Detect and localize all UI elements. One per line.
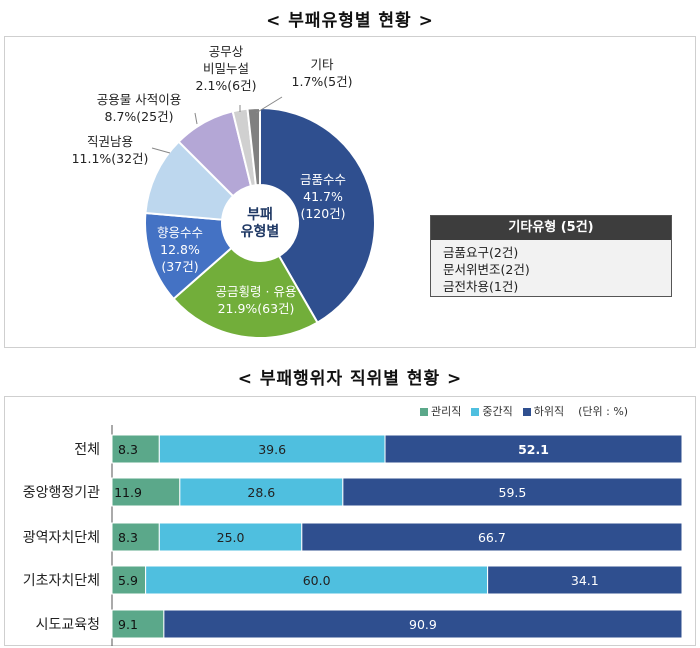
pie-slice bbox=[246, 106, 261, 187]
pie-outside-label: 공용물 사적이용 8.7%(25건) bbox=[97, 92, 181, 124]
etc-item: 금전차용(1건) bbox=[443, 279, 519, 294]
pie-slice bbox=[259, 106, 376, 324]
bar-segment bbox=[163, 609, 683, 639]
category-label: 광역자치단체 bbox=[23, 530, 100, 546]
pie-center-label: 부패 유형별 bbox=[241, 207, 280, 240]
bar-segment bbox=[487, 565, 683, 595]
bar-value-label: 25.0 bbox=[217, 530, 245, 545]
etc-item: 문서위변조(2건) bbox=[443, 262, 530, 277]
bar-value-label: 90.9 bbox=[409, 617, 437, 632]
bar-value-label: 52.1 bbox=[518, 442, 549, 457]
bar-value-label: 60.0 bbox=[303, 573, 331, 588]
bar-segment bbox=[384, 434, 683, 464]
bar-segment bbox=[111, 522, 160, 552]
legend-item-하위직: 하위직 bbox=[522, 403, 564, 419]
pie-slice bbox=[172, 246, 319, 339]
bar-value-label: 34.1 bbox=[571, 573, 599, 588]
pie-section-title: < 부패유형별 현황 > bbox=[266, 11, 434, 31]
bar-legend: 관리직 중간직 하위직 (단위 : %) bbox=[420, 403, 628, 419]
leader-line bbox=[255, 96, 283, 114]
category-label: 전체 bbox=[74, 442, 100, 458]
pie-chart: 부패 유형별 금품수수 41.7% (120건) 향응수수 12.8% (37건) 공금횡령 ·… bbox=[72, 44, 376, 339]
pie-outside-label: 기타 1.7%(5건) bbox=[292, 57, 353, 89]
leader-line bbox=[151, 147, 171, 154]
pie-inside-label: 금품수수 41.7% (120건) bbox=[300, 172, 346, 221]
bar-segment bbox=[342, 477, 683, 507]
category-label: 시도교육청 bbox=[36, 617, 100, 633]
pie-outside-label: 직권남용 11.1%(32건) bbox=[72, 134, 149, 166]
bar-section-title: < 부패행위자 직위별 현황 > bbox=[237, 369, 463, 389]
etc-types-title: 기타유형 (5건) bbox=[431, 216, 671, 240]
pie-inside-label: 공금횡령 · 유용 21.9%(63건) bbox=[216, 284, 297, 316]
category-label: 기초자치단체 bbox=[23, 573, 100, 589]
bar-value-label: 28.6 bbox=[247, 485, 275, 500]
pie-inside-label: 향응수수 12.8% (37건) bbox=[157, 225, 203, 274]
bar-value-label: 59.5 bbox=[499, 485, 527, 500]
leader-line bbox=[194, 112, 198, 125]
bar-value-label: 11.9 bbox=[114, 485, 142, 500]
bar-value-label: 9.1 bbox=[118, 617, 138, 632]
category-label: 중앙행정기관 bbox=[23, 485, 100, 501]
pie-slice bbox=[144, 211, 233, 301]
unit-label: (단위 : %) bbox=[578, 405, 629, 418]
etc-item: 금품요구(2건) bbox=[443, 245, 519, 260]
bar-value-label: 39.6 bbox=[258, 442, 286, 457]
bar-segment bbox=[301, 522, 683, 552]
bar-segment bbox=[158, 522, 303, 552]
legend-item-관리직: 관리직 bbox=[420, 403, 461, 419]
bar-segment bbox=[111, 477, 181, 507]
bar-value-label: 8.3 bbox=[118, 442, 138, 457]
bar-value-label: 5.9 bbox=[118, 573, 138, 588]
bar-value-label: 66.7 bbox=[478, 530, 506, 545]
bar-segment bbox=[179, 477, 344, 507]
pie-outside-label: 공무상 비밀누설 2.1%(6건) bbox=[196, 44, 257, 93]
bar-value-label: 8.3 bbox=[118, 530, 138, 545]
legend-item-중간직: 중간직 bbox=[471, 403, 513, 419]
etc-types-box: 기타유형 (5건) 금품요구(2건) 문서위변조(2건) 금전차용(1건) bbox=[430, 215, 672, 297]
